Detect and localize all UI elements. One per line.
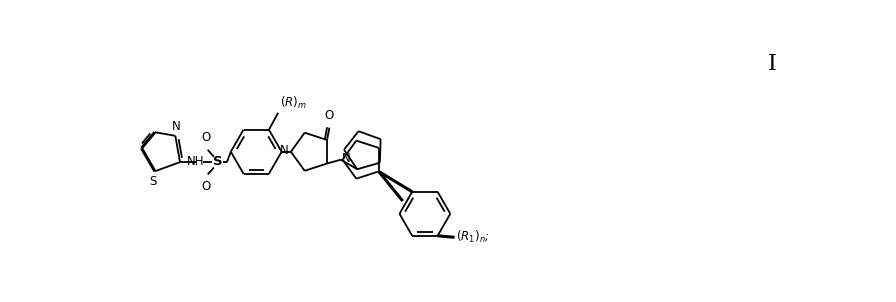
Text: O: O bbox=[202, 131, 211, 144]
Text: $(R)_m$: $(R)_m$ bbox=[280, 95, 306, 111]
Text: S: S bbox=[212, 155, 222, 168]
Text: I: I bbox=[768, 53, 777, 75]
Text: O: O bbox=[324, 109, 334, 122]
Text: $(R_1)_n$;: $(R_1)_n$; bbox=[456, 229, 490, 245]
Text: S: S bbox=[149, 175, 156, 188]
Text: N: N bbox=[280, 144, 289, 157]
Text: N: N bbox=[341, 153, 350, 165]
Text: O: O bbox=[202, 180, 211, 193]
Text: NH: NH bbox=[187, 155, 204, 168]
Text: N: N bbox=[172, 120, 180, 133]
